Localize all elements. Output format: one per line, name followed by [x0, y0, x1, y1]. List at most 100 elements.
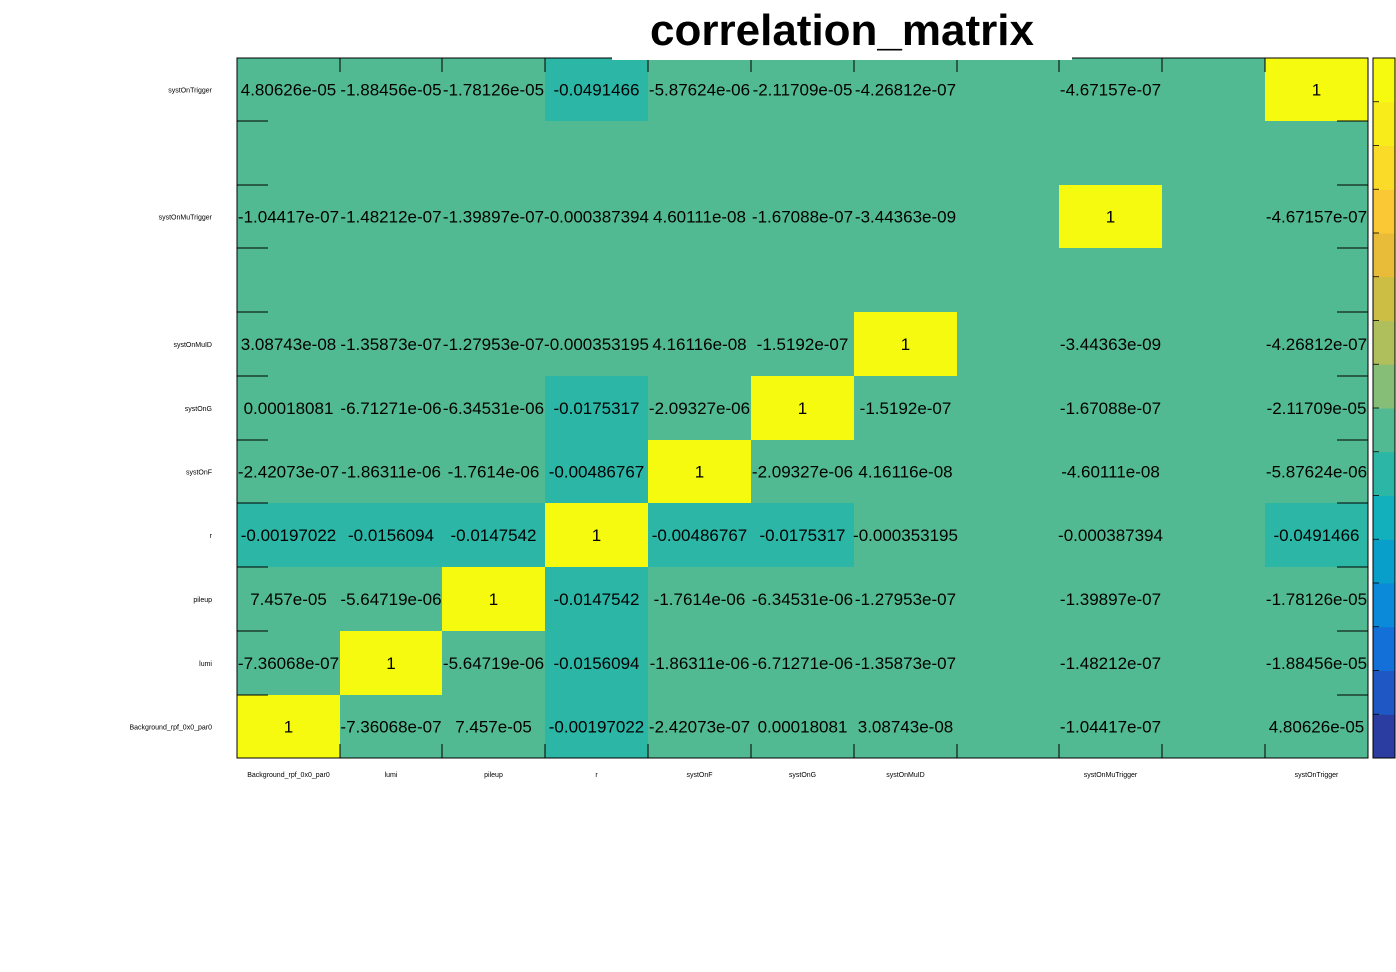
title-box: correlation_matrix	[612, 2, 1072, 60]
heatmap-cell-background-rpf-0x0-par0-systonmuid	[237, 312, 340, 376]
palette-swatch	[1373, 58, 1395, 103]
cell-value-label: -6.71271e-06	[340, 399, 441, 418]
palette-swatch	[1373, 451, 1395, 496]
cell-value-label: 1	[386, 654, 395, 673]
palette-swatch	[1373, 101, 1395, 146]
y-axis-label-systonmutrigger: systOnMuTrigger	[159, 215, 213, 222]
cell-value-label: -0.000387394	[1058, 526, 1163, 545]
heatmap-cell-systontrigger-pileup	[1265, 567, 1368, 631]
cell-value-label: -5.87624e-06	[649, 81, 750, 100]
color-palette-bar	[1372, 57, 1396, 759]
heatmap-cell-lumi-pileup	[340, 567, 442, 631]
heatmap-cell-systonmuid-r	[854, 503, 957, 567]
cell-value-label: -1.27953e-07	[855, 590, 956, 609]
palette-swatch	[1373, 539, 1395, 584]
palette-swatch	[1373, 626, 1395, 671]
heatmap-cell-systonf-background-rpf-0x0-par0	[648, 695, 751, 758]
heatmap-cell-lumi-systontrigger	[340, 58, 442, 121]
cell-value-label: 0.00018081	[244, 399, 334, 418]
x-axis-label-lumi: lumi	[385, 772, 398, 779]
cell-value-label: -1.67088e-07	[752, 208, 853, 227]
heatmap-cell-r-systonmutrigger	[545, 185, 648, 248]
heatmap-cell-background-rpf-0x0-par0-systonf	[237, 440, 340, 503]
cell-value-label: -1.86311e-06	[341, 463, 441, 482]
heatmap-cell-systong-systonmuid	[751, 312, 854, 376]
heatmap-cell-systontrigger-systonf	[1265, 440, 1368, 503]
heatmap-cell-systonf-r	[648, 503, 751, 567]
heatmap-cell-systonmutrigger-systonmuid	[1059, 312, 1162, 376]
heatmap-cell-systonmutrigger-systontrigger	[1059, 58, 1162, 121]
axis-labels: Background_rpf_0x0_par0 lumi pileup r systOn…	[129, 88, 1339, 780]
x-axis-label-background-rpf-0x0-par0: Background_rpf_0x0_par0	[247, 772, 330, 779]
heatmap-cell-systonmuid-systong	[854, 376, 957, 440]
cell-value-label: 1	[1312, 81, 1321, 100]
cell-value-label: 3.08743e-08	[858, 718, 953, 737]
cell-value-label: -3.44363e-09	[855, 208, 956, 227]
heatmap-cell-background-rpf-0x0-par0-systonmutrigger	[237, 185, 340, 248]
cell-value-label: -0.0491466	[1273, 526, 1359, 545]
heatmap-cell-systontrigger-systontrigger	[1265, 58, 1368, 121]
heatmap-cell-systonf-systontrigger	[648, 58, 751, 121]
cell-value-label: -4.26812e-07	[1266, 335, 1367, 354]
cell-value-label: -0.0147542	[450, 526, 536, 545]
cell-value-label: -0.00197022	[549, 718, 644, 737]
heatmap-cell-background-rpf-0x0-par0-lumi	[237, 631, 340, 695]
cell-value-label: 7.457e-05	[455, 718, 532, 737]
heatmap-cell-systonmuid-pileup	[854, 567, 957, 631]
cell-value-label: 4.60111e-08	[653, 208, 746, 227]
cell-value-label: -1.7614e-06	[654, 590, 746, 609]
heatmap-cell-lumi-lumi	[340, 631, 442, 695]
heatmap-cell-systonf-lumi	[648, 631, 751, 695]
x-axis-label-systonf: systOnF	[686, 772, 712, 779]
heatmap-cell-r-lumi	[545, 631, 648, 695]
x-axis-label-systonmutrigger: systOnMuTrigger	[1084, 772, 1138, 779]
cell-value-label: -2.09327e-06	[752, 463, 853, 482]
palette-swatch	[1373, 495, 1395, 540]
cell-value-label: 1	[695, 463, 704, 482]
heatmap-cell-lumi-systong	[340, 376, 442, 440]
heatmap-cell-systonmuid-systonmuid	[854, 312, 957, 376]
heatmap-cell-systontrigger-background-rpf-0x0-par0	[1265, 695, 1368, 758]
heatmap-cell-pileup-systonf	[442, 440, 545, 503]
cell-value-label: -1.35873e-07	[855, 654, 956, 673]
cell-value-label: -1.78126e-05	[443, 81, 544, 100]
cell-value-label: -1.86311e-06	[650, 654, 750, 673]
cell-value-label: -2.42073e-07	[238, 463, 339, 482]
cell-value-label: 0.00018081	[758, 718, 848, 737]
cell-value-label: -1.88456e-05	[340, 81, 441, 100]
heatmap-cell-systonmutrigger-systonf	[1059, 440, 1162, 503]
heatmap-cell-systonmuid-systonmutrigger	[854, 185, 957, 248]
cell-value-label: -1.04417e-07	[1060, 718, 1161, 737]
heatmap-cell-systonf-systong	[648, 376, 751, 440]
cell-value-label: -2.11709e-05	[1267, 399, 1367, 418]
heatmap-cell-lumi-background-rpf-0x0-par0	[340, 695, 442, 758]
heatmap-cell-r-r	[545, 503, 648, 567]
x-axis-label-r: r	[595, 772, 598, 779]
heatmap-cell-systonf-systonf	[648, 440, 751, 503]
y-axis-label-pileup: pileup	[193, 597, 212, 604]
cell-value-label: -1.7614e-06	[448, 463, 540, 482]
heatmap-cell-systong-lumi	[751, 631, 854, 695]
palette-swatch	[1373, 189, 1395, 234]
heatmap-cell-pileup-pileup	[442, 567, 545, 631]
cell-value-label: 1	[592, 526, 601, 545]
y-axis-label-lumi: lumi	[199, 661, 212, 668]
cell-value-label: -1.5192e-07	[860, 399, 952, 418]
heatmap-cell-systonmuid-lumi	[854, 631, 957, 695]
cell-value-label: -0.0156094	[553, 654, 639, 673]
heatmap-cell-labels: 1 -7.36068e-07 7.457e-05 -0.00197022 -2.4207…	[238, 81, 1367, 737]
heatmap-cells	[237, 58, 1368, 758]
cell-value-label: -1.48212e-07	[340, 208, 441, 227]
cell-value-label: -3.44363e-09	[1060, 335, 1161, 354]
cell-value-label: -1.88456e-05	[1266, 654, 1367, 673]
cell-value-label: -5.64719e-06	[340, 590, 441, 609]
y-axis-label-r: r	[210, 533, 213, 540]
cell-value-label: 4.16116e-08	[858, 463, 952, 482]
cell-value-label: 1	[489, 590, 498, 609]
palette-swatch	[1373, 145, 1395, 190]
cell-value-label: -2.11709e-05	[753, 81, 853, 100]
y-axis-label-background-rpf-0x0-par0: Background_rpf_0x0_par0	[129, 725, 212, 732]
heatmap-cell-lumi-systonmuid	[340, 312, 442, 376]
heatmap-cell-r-systonf	[545, 440, 648, 503]
heatmap-cell-background-rpf-0x0-par0-systontrigger	[237, 58, 340, 121]
